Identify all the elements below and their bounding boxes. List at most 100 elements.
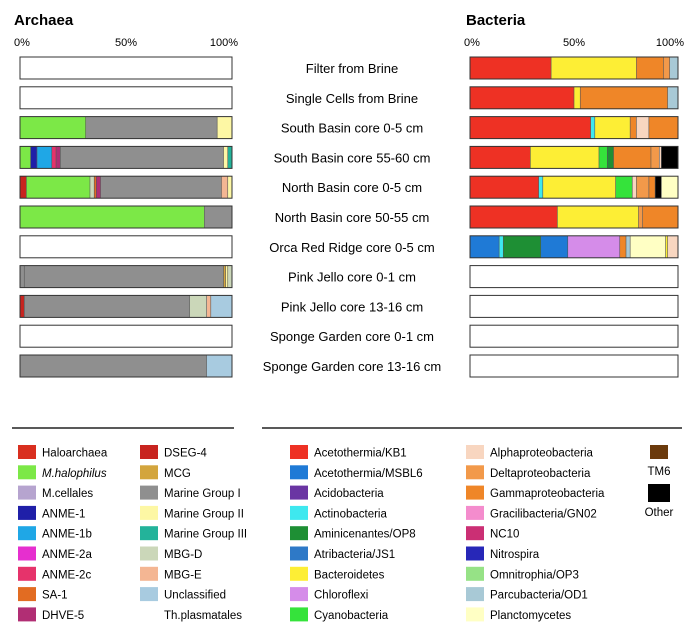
bacteria-bar-segment xyxy=(542,176,616,199)
archaea-bar-segment xyxy=(96,176,101,199)
bacteria-bar-segment xyxy=(632,176,637,199)
archaea-title: Archaea xyxy=(14,12,74,29)
archaea-legend-label: Marine Group I xyxy=(164,488,241,500)
bacteria-bar-segment xyxy=(580,86,668,109)
archaea-bar-segment xyxy=(217,116,232,139)
bacteria-legend-label: Alphaproteobacteria xyxy=(490,448,594,460)
bacteria-legend-label: Actinobacteria xyxy=(314,508,387,520)
sample-label: South Basin core 0-5 cm xyxy=(281,121,423,136)
sample-label: Sponge Garden core 13-16 cm xyxy=(263,359,442,374)
bacteria-bar-segment xyxy=(630,235,666,258)
archaea-bar-segment xyxy=(227,146,232,169)
bacteria-bar-segment xyxy=(607,146,614,169)
sample-label: Sponge Garden core 0-1 cm xyxy=(270,329,434,344)
bacteria-bar-segment xyxy=(659,146,662,169)
archaea-bar-frame xyxy=(19,205,233,229)
archaea-legend-label: Marine Group III xyxy=(164,529,247,541)
sample-label: South Basin core 55-60 cm xyxy=(274,150,431,165)
archaea-bar-segment xyxy=(94,176,97,199)
bacteria-bar-segment xyxy=(667,235,678,258)
bacteria-bar-segment xyxy=(503,235,541,258)
archaea-bar-segment xyxy=(51,146,57,169)
archaea-bar-frame xyxy=(19,294,233,318)
bacteria-bar-segment xyxy=(648,116,678,139)
sample-label: North Basin core 0-5 cm xyxy=(282,180,422,195)
bacteria-legend-label: Deltaproteobacteria xyxy=(490,468,591,480)
bacteria-bar-segment xyxy=(665,235,668,258)
bacteria-legend-swatch xyxy=(466,546,484,561)
archaea-bar-segment xyxy=(60,146,224,169)
bacteria-legend-swatch xyxy=(290,505,308,520)
bacteria-legend-swatch xyxy=(290,607,308,622)
bacteria-bar-frame xyxy=(469,235,679,259)
archaea-legend-swatch xyxy=(18,607,36,622)
archaea-bar-frame xyxy=(19,265,233,289)
archaea-legend-label: DSEG-4 xyxy=(164,448,207,460)
bacteria-bar-segment xyxy=(470,57,552,79)
bacteria-bar-segment xyxy=(557,206,639,228)
archaea-bar-segment xyxy=(89,176,95,199)
bacteria-bar-segment xyxy=(667,86,678,109)
archaea-legend-swatch xyxy=(18,587,36,602)
bacteria-legend-label: Acidobacteria xyxy=(314,488,384,500)
sample-label: North Basin core 50-55 cm xyxy=(275,210,430,225)
bacteria-bar-segment xyxy=(642,206,678,228)
bacteria-bar-frame xyxy=(469,175,679,199)
archaea-bar-segment xyxy=(56,146,61,169)
bacteria-bar-segment xyxy=(636,116,649,139)
archaea-bar-segment xyxy=(206,295,211,318)
archaea-legend-label: ANME-1b xyxy=(42,529,92,541)
bacteria-legend-swatch xyxy=(290,465,308,480)
archaea-bar-frame xyxy=(19,324,233,348)
bacteria-bar-segment xyxy=(630,116,637,139)
bacteria-legend-label: NC10 xyxy=(490,529,519,541)
bacteria-legend-swatch xyxy=(290,485,308,500)
archaea-bar-frame xyxy=(19,56,233,80)
bacteria-tick-labels: 0% 50% 100% xyxy=(464,37,684,49)
archaea-bar-segment xyxy=(85,116,218,139)
archaea-bar-segment xyxy=(20,206,205,228)
bacteria-bar-segment xyxy=(470,116,591,139)
bacteria-legend-label: Omnitrophia/OP3 xyxy=(490,569,579,581)
bacteria-bar-segment xyxy=(661,146,678,169)
archaea-bar-segment xyxy=(20,265,25,288)
bacteria-bar-segment xyxy=(499,235,504,258)
bacteria-bar-segment xyxy=(470,235,500,258)
bacteria-bar-segment xyxy=(636,57,664,79)
bacteria-bar-segment xyxy=(663,57,670,79)
bacteria-bar-segment xyxy=(551,57,637,79)
bacteria-legend-label: Planctomycetes xyxy=(490,610,571,622)
archaea-bar-segment xyxy=(20,176,27,199)
archaea-bar-segment xyxy=(100,176,222,199)
archaea-bar-segment xyxy=(26,176,90,199)
bacteria-bar-segment xyxy=(530,146,599,169)
bacteria-legend-swatch xyxy=(466,485,484,500)
bacteria-bar-segment xyxy=(470,176,539,199)
archaea-bar-frame xyxy=(19,86,233,110)
archaea-legend-label: ANME-2a xyxy=(42,549,92,561)
bacteria-legend-swatch xyxy=(290,587,308,602)
archaea-bar-segment xyxy=(210,295,232,318)
bacteria-bar-segment xyxy=(655,176,662,199)
archaea-tick-label: 0% xyxy=(14,37,30,49)
bacteria-bar-frame xyxy=(469,354,679,378)
bacteria-bar-segment xyxy=(470,206,558,228)
archaea-bar-segment xyxy=(227,265,232,288)
bacteria-legend-label: Acetothermia/MSBL6 xyxy=(314,468,423,480)
archaea-legend-label: Haloarchaea xyxy=(42,448,108,460)
archaea-tick-labels: 0% 50% 100% xyxy=(14,37,238,49)
archaea-bar-segment xyxy=(223,265,226,288)
archaea-bar-segment xyxy=(20,355,207,377)
archaea-bar-segment xyxy=(20,295,25,318)
archaea-legend-label: ANME-1 xyxy=(42,508,85,520)
legend: Haloarchaea M.halophilus M.cellales ANME-1 A… xyxy=(18,445,674,622)
archaea-bar-frame xyxy=(19,145,233,169)
bacteria-legend-swatch xyxy=(290,526,308,541)
bacteria-legend-swatch xyxy=(466,587,484,602)
archaea-legend-label: Unclassified xyxy=(164,590,226,602)
bacteria-legend-label: Bacteroidetes xyxy=(314,569,385,581)
bacteria-legend-swatch xyxy=(650,445,668,459)
archaea-bar-segment xyxy=(227,176,232,199)
bacteria-legend-swatch xyxy=(466,566,484,581)
